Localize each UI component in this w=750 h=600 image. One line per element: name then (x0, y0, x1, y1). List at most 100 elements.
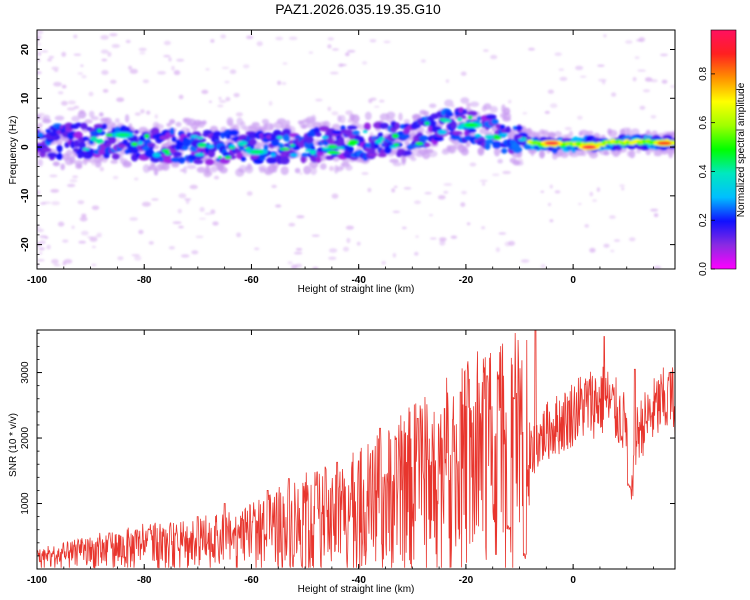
spectrogram-speckle (291, 264, 298, 269)
spectrogram-speckle (198, 217, 207, 220)
spectrogram-hotspot (441, 119, 452, 123)
spectrogram-band-cell (399, 133, 411, 140)
spectrogram-hotspot (289, 144, 296, 147)
spectrogram-halo-cell (493, 147, 501, 157)
spectrogram-speckle (558, 68, 565, 71)
spectrogram-halo-cell (588, 150, 599, 159)
spectrogram-speckle (603, 34, 607, 38)
spectrogram-halo-cell (60, 163, 65, 171)
spectrogram-speckle (138, 47, 147, 52)
spectrogram-hotspot (217, 155, 223, 159)
spectrogram-halo-cell (310, 166, 317, 176)
spectrogram-speckle (172, 221, 182, 224)
spectrogram-speckle (578, 203, 582, 205)
spectrogram-band-cell (271, 139, 280, 147)
spectrogram-speckle (299, 172, 303, 175)
spectrogram-speckle (369, 39, 377, 43)
spectrogram-speckle (37, 71, 42, 75)
spectrogram-band-cell (171, 136, 177, 143)
spectrogram-speckle (540, 264, 546, 269)
snr-x-tick-label: -80 (137, 575, 152, 586)
spectrogram-halo-cell (626, 127, 632, 136)
spectrogram-halo-cell (165, 141, 172, 146)
spectrogram-speckle (109, 33, 118, 37)
spectrogram-speckle (361, 172, 369, 175)
spectrogram-band-cell (325, 155, 335, 160)
spectrogram-speckle (80, 230, 89, 236)
spectrogram-hotspot (499, 133, 509, 137)
spectrogram-frame (36, 29, 676, 270)
spectrogram-speckle (381, 261, 386, 265)
spectrogram-hotspot (457, 117, 463, 122)
spectrogram-speckle (450, 235, 458, 239)
spectrogram-speckle (168, 246, 175, 250)
spectrogram-speckle (295, 248, 303, 251)
spectrogram-speckle (171, 65, 175, 71)
spectrogram-y-tick-label: 10 (20, 92, 31, 104)
spectrogram-band-cell (73, 139, 80, 148)
spectrogram-band-cell (301, 152, 310, 158)
spectrogram-speckle (71, 225, 75, 229)
spectrogram-speckle (176, 58, 185, 62)
spectrogram-band-cell (203, 129, 213, 135)
spectrogram-speckle (549, 103, 558, 109)
snr-y-tick-label: 1000 (20, 492, 31, 515)
spectrogram-halo-cell (77, 110, 87, 119)
spectrogram-speckle (424, 192, 432, 195)
spectrogram-speckle (39, 240, 46, 245)
spectrogram-speckle (639, 105, 646, 110)
spectrogram-speckle (131, 254, 140, 257)
spectrogram-speckle (287, 261, 293, 265)
spectrogram-band-cell (387, 142, 393, 147)
spectrogram-band-cell (169, 127, 175, 136)
spectrogram-speckle (102, 89, 109, 93)
spectrogram-band-cell (147, 142, 156, 148)
spectrogram-band-cell (418, 135, 429, 142)
spectrogram-speckle (367, 187, 372, 193)
spectrogram-band-cell (405, 150, 412, 156)
spectrogram-speckle (589, 247, 596, 253)
spectrogram-speckle (391, 188, 396, 193)
colorbar-tick-label: 0.4 (698, 164, 709, 178)
spectrogram-speckle (242, 64, 250, 69)
spectrogram-speckle (383, 40, 391, 44)
spectrogram-speckle (134, 112, 141, 116)
spectrogram-hotspot (190, 135, 199, 139)
spectrogram-speckle (54, 69, 59, 72)
spectrogram-speckle (48, 56, 55, 59)
spectrogram-hotspot (164, 151, 171, 156)
snr-panel: -100 -80 -60 -40 -20 0 1000 2000 3000 Height of… (8, 329, 676, 595)
spectrogram-halo-cell (37, 158, 44, 167)
spectrogram-speckle (331, 193, 339, 199)
spectrogram-hotspot (336, 146, 345, 150)
spectrogram-speckle (332, 48, 339, 51)
spectrogram-speckle (492, 173, 500, 177)
snr-y-label: SNR (10 * v/v) (8, 413, 19, 477)
spectrogram-speckle (210, 39, 215, 43)
spectrogram-speckle (225, 96, 231, 102)
spectrogram-speckle (77, 72, 84, 75)
spectrogram-speckle (540, 190, 545, 193)
spectrogram-halo-cell (169, 119, 176, 125)
spectrogram-speckle (212, 221, 219, 226)
spectrogram-speckle (653, 213, 659, 218)
spectrogram-band-cell (38, 132, 44, 138)
spectrogram-band-cell (193, 159, 204, 165)
spectrogram-speckle (100, 49, 109, 54)
spectrogram-halo-cell (386, 111, 396, 119)
spectrogram-band-cell (75, 122, 82, 128)
spectrogram-hotspot (362, 129, 368, 133)
spectrogram-hotspot (326, 150, 338, 155)
spectrogram-hotspot (194, 153, 205, 157)
spectrogram-band-cell (283, 134, 291, 142)
spectrogram-halo-cell (71, 115, 80, 122)
snr-y-tick-label: 3000 (20, 361, 31, 384)
spectrogram-hotspot (474, 133, 482, 137)
spectrogram-speckle (37, 228, 44, 233)
spectrogram-speckle (51, 66, 59, 71)
spectrogram-halo-cell (269, 123, 275, 131)
spectrogram-speckle (547, 202, 552, 207)
spectrogram-halo-cell (423, 110, 430, 117)
spectrogram-speckle (362, 61, 368, 65)
